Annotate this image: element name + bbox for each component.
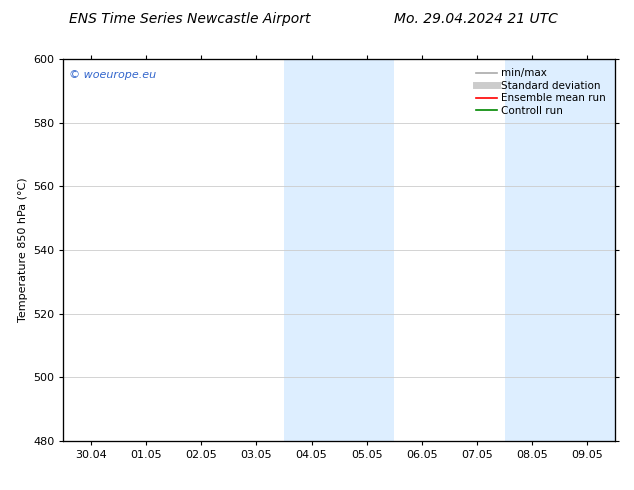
Text: Mo. 29.04.2024 21 UTC: Mo. 29.04.2024 21 UTC xyxy=(394,12,557,26)
Bar xyxy=(560,59,615,441)
Bar xyxy=(339,59,394,441)
Text: © woeurope.eu: © woeurope.eu xyxy=(69,70,156,80)
Y-axis label: Temperature 850 hPa (°C): Temperature 850 hPa (°C) xyxy=(18,177,27,322)
Bar xyxy=(505,59,560,441)
Legend: min/max, Standard deviation, Ensemble mean run, Controll run: min/max, Standard deviation, Ensemble me… xyxy=(472,64,610,120)
Bar xyxy=(284,59,339,441)
Text: ENS Time Series Newcastle Airport: ENS Time Series Newcastle Airport xyxy=(70,12,311,26)
